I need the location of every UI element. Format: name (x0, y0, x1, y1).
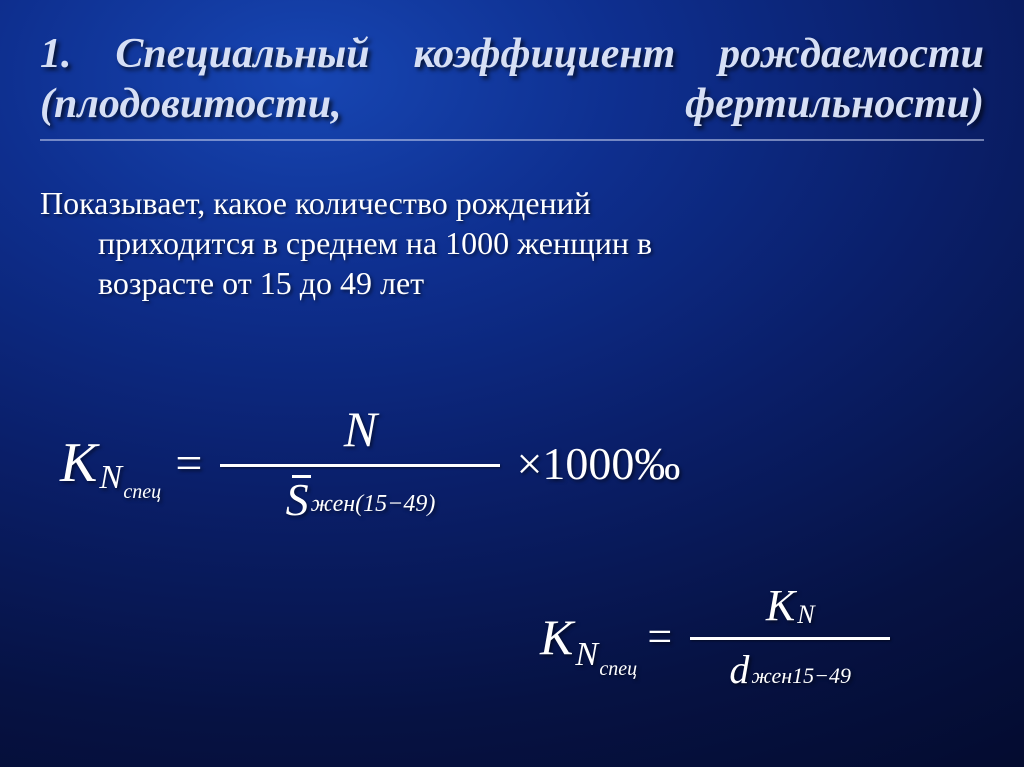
equation: K N спец = N S жен(15−49) ×1000‰ (60, 400, 680, 526)
slide-title: 1. Специальный коэффициент рождаемости (… (40, 30, 984, 141)
sym-d-sub: жен15−49 (751, 646, 851, 689)
slide: 1. Специальный коэффициент рождаемости (… (0, 0, 1024, 767)
formula-2: K N спец = K N d жен15−49 (540, 580, 890, 693)
equation: K N спец = K N d жен15−49 (540, 580, 890, 693)
sym-K-sub1: N (575, 636, 598, 674)
title-word: рождаемости (719, 31, 984, 77)
title-word: Специальный (115, 31, 369, 77)
sym-K-sub: N (797, 580, 814, 630)
coefficient-symbol: K N спец (540, 608, 573, 666)
equals-sign: = (643, 611, 676, 662)
tail: ×1000‰ (514, 437, 680, 490)
fraction: K N d жен15−49 (690, 580, 890, 693)
body-line: Показывает, какое количество рождений (40, 183, 984, 223)
times-sign: × (516, 438, 542, 489)
title-word: (плодовитости, (40, 81, 342, 127)
sym-K-sub2: спец (599, 658, 637, 681)
sym-K: K (540, 609, 573, 665)
body-line: приходится в среднем на 1000 женщин в (40, 223, 984, 263)
tail-value: 1000‰ (542, 438, 680, 489)
denominator: S жен(15−49) (286, 467, 436, 526)
body-text: Показывает, какое количество рождений пр… (40, 183, 984, 303)
sym-K: K (766, 580, 795, 631)
denominator: d жен15−49 (729, 640, 851, 693)
sym-K-sub2: спец (123, 481, 161, 504)
title-word: коэффициент (413, 31, 675, 77)
fraction: N S жен(15−49) (220, 400, 500, 526)
formula-1: K N спец = N S жен(15−49) ×1000‰ (60, 400, 680, 526)
numerator: N (344, 400, 377, 464)
body-line: возрасте от 15 до 49 лет (40, 263, 984, 303)
sym-K: K (60, 432, 97, 494)
sym-S: S (286, 473, 309, 526)
title-word: фертильности) (685, 81, 984, 127)
sym-d: d (729, 646, 749, 693)
equals-sign: = (171, 436, 206, 491)
sym-K-sub1: N (99, 459, 122, 497)
sym-S-sub: жен(15−49) (311, 473, 436, 518)
coefficient-symbol: K N спец (60, 431, 97, 495)
numerator: K N (766, 580, 815, 637)
title-prefix: 1. (40, 31, 72, 77)
